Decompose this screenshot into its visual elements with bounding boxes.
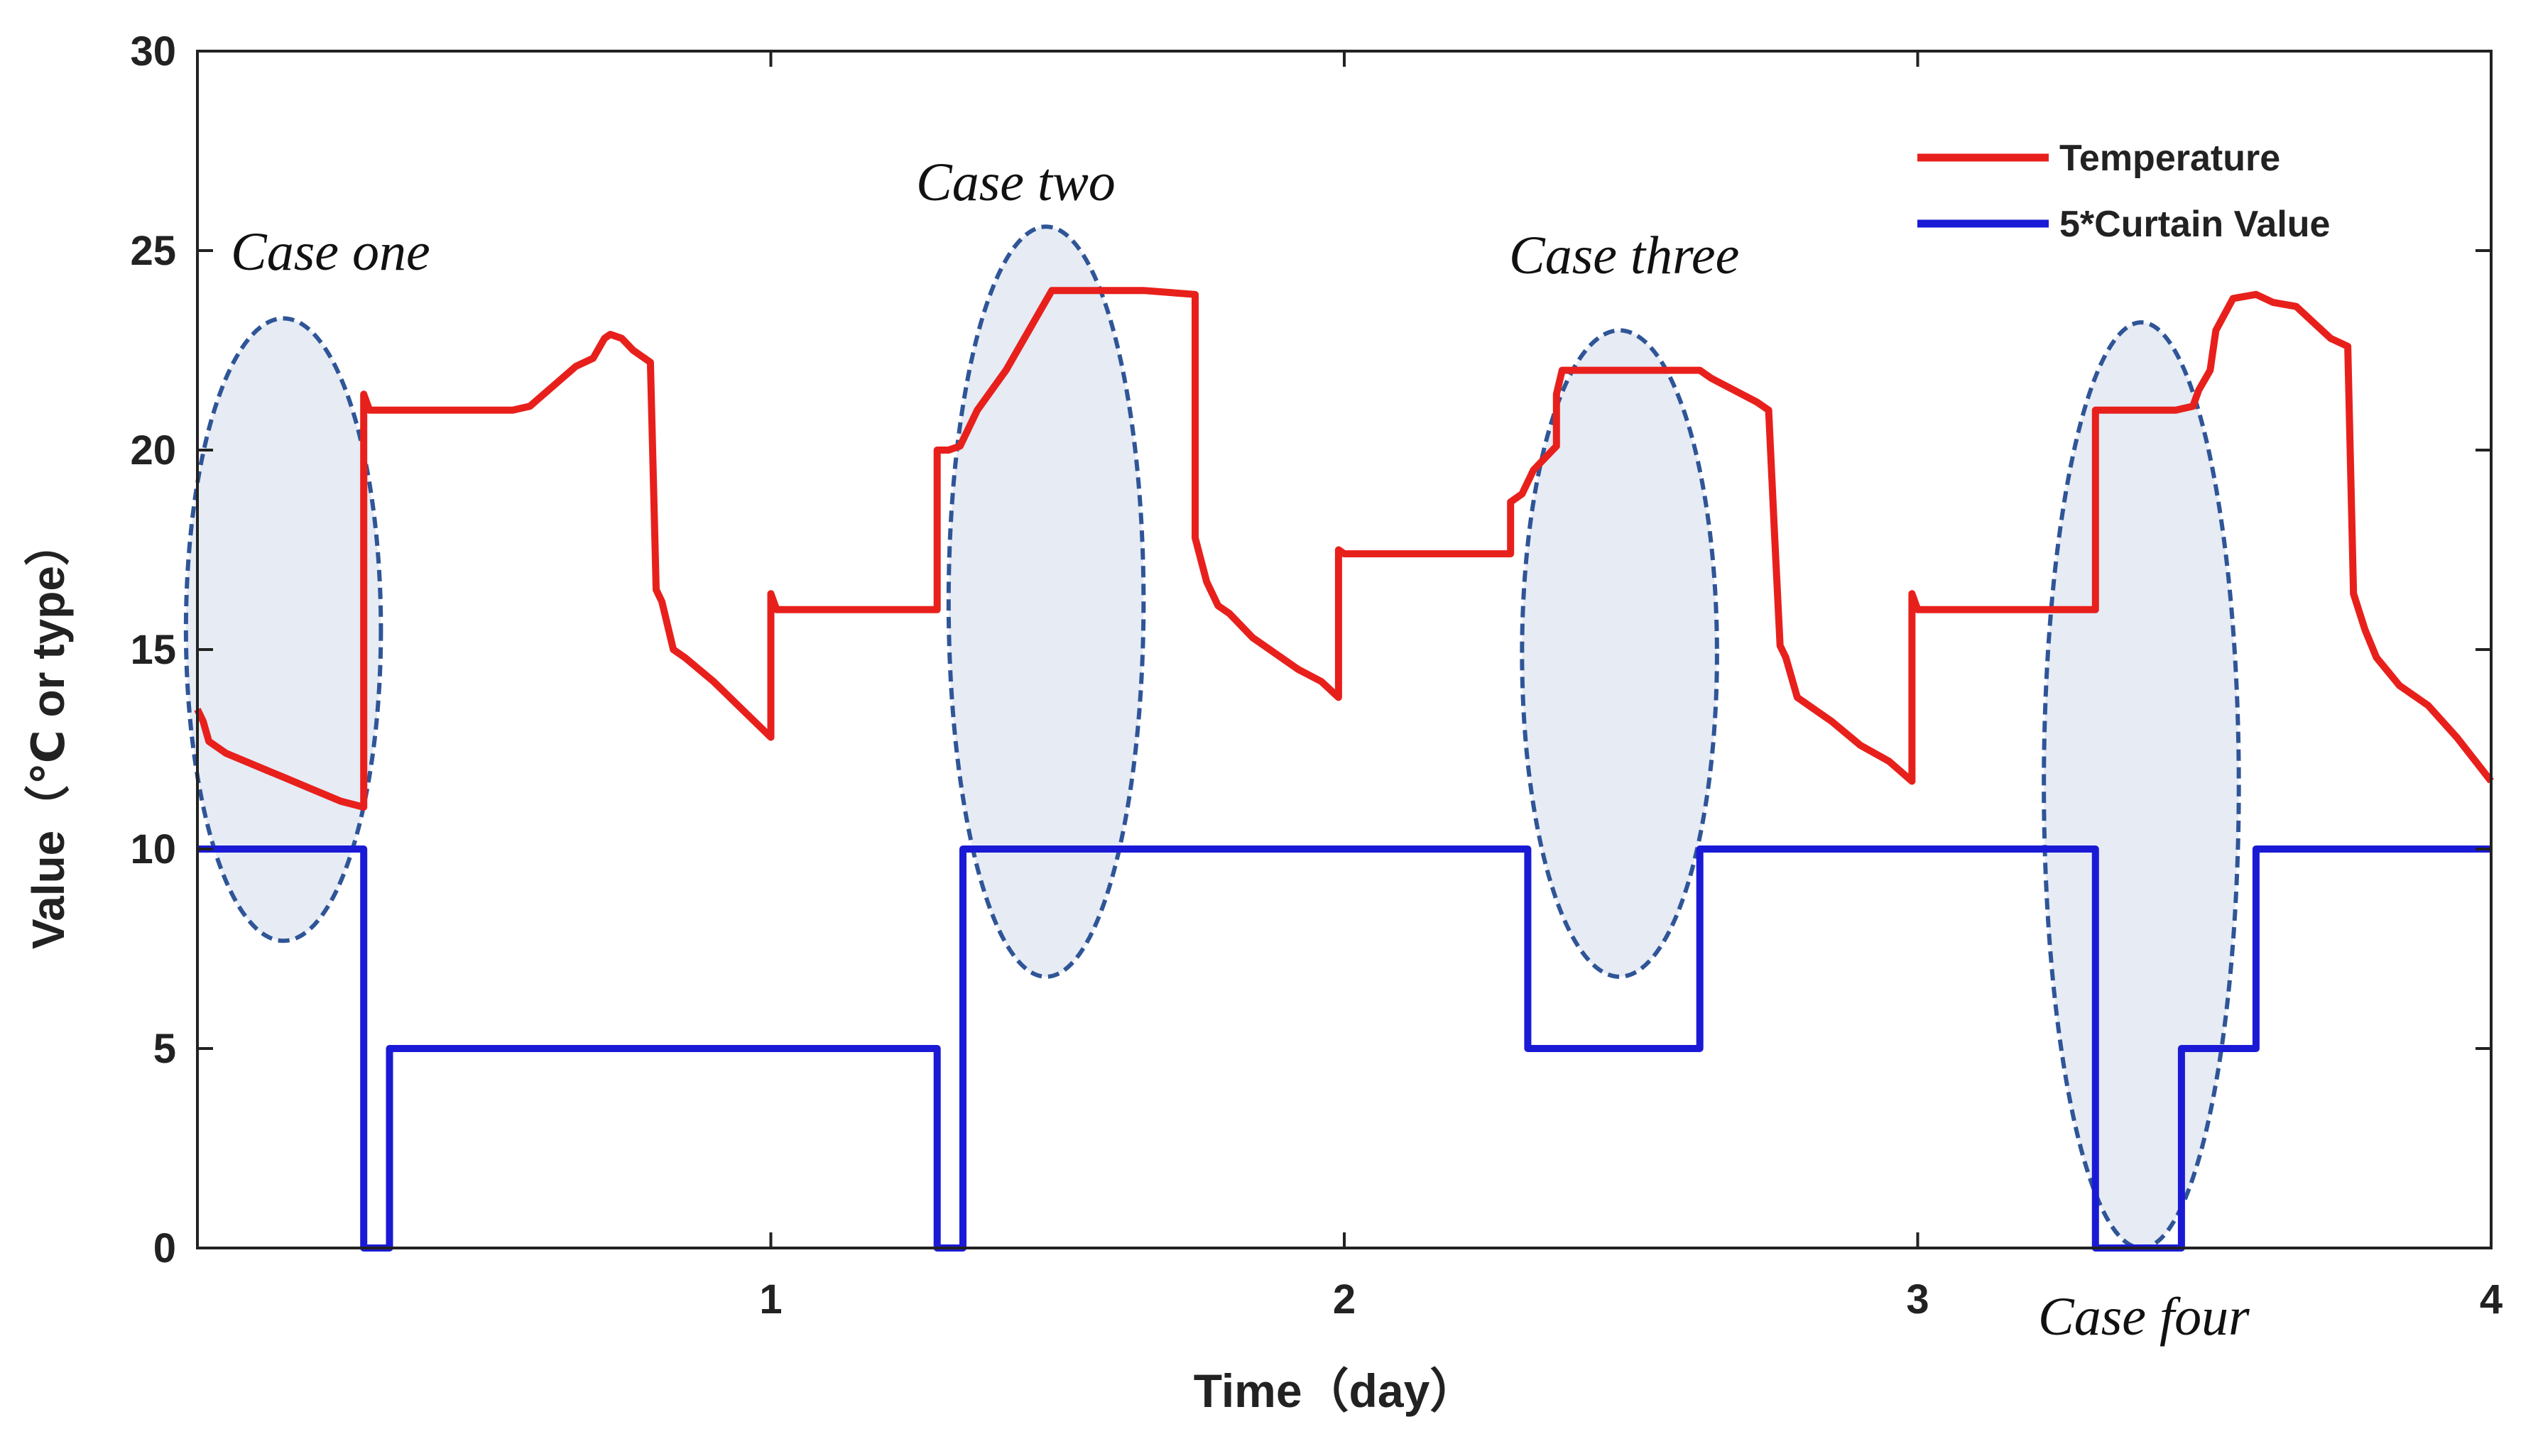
series-line-temperature [194, 287, 2494, 811]
annotation-ellipse-3 [1520, 328, 1719, 979]
x-tick-label: 2 [1333, 1276, 1356, 1323]
annotation-case-two: Case two [916, 153, 1116, 212]
y-tick-label: 25 [130, 228, 176, 274]
annotation-case-one: Case one [231, 222, 430, 282]
legend-label-temperature: Temperature [2059, 138, 2280, 179]
x-tick-label: 3 [1906, 1276, 1929, 1323]
y-tick-label: 30 [130, 28, 176, 75]
y-tick-label: 10 [130, 826, 176, 872]
y-tick-label: 15 [130, 627, 176, 673]
legend: Temperature 5*Curtain Value [1917, 138, 2330, 245]
annotation-ellipse-2 [946, 224, 1146, 979]
x-tick-label: 1 [759, 1276, 782, 1323]
annotation-ellipses [183, 224, 2241, 1250]
annotation-case-four: Case four [2038, 1287, 2250, 1347]
axis-ticks: 0 5 10 15 20 25 30 1 2 3 4 [130, 28, 2502, 1323]
legend-label-curtain-value: 5*Curtain Value [2059, 204, 2330, 245]
annotation-labels: Case one Case two Case three Case four [231, 153, 2250, 1347]
x-tick-label: 4 [2480, 1276, 2502, 1323]
series-line-curtain-value [197, 845, 2491, 1252]
x-axis-title: Time（day） [1194, 1364, 1477, 1417]
series-lines [194, 287, 2494, 1252]
y-tick-label: 0 [153, 1225, 176, 1271]
y-tick-label: 20 [130, 427, 176, 474]
annotation-ellipse-1 [183, 316, 383, 943]
y-tick-label: 5 [153, 1026, 176, 1072]
annotation-case-three: Case three [1509, 226, 1739, 285]
y-axis-title: Value（℃ or type） [23, 520, 74, 949]
annotation-ellipse-4 [2042, 320, 2241, 1250]
